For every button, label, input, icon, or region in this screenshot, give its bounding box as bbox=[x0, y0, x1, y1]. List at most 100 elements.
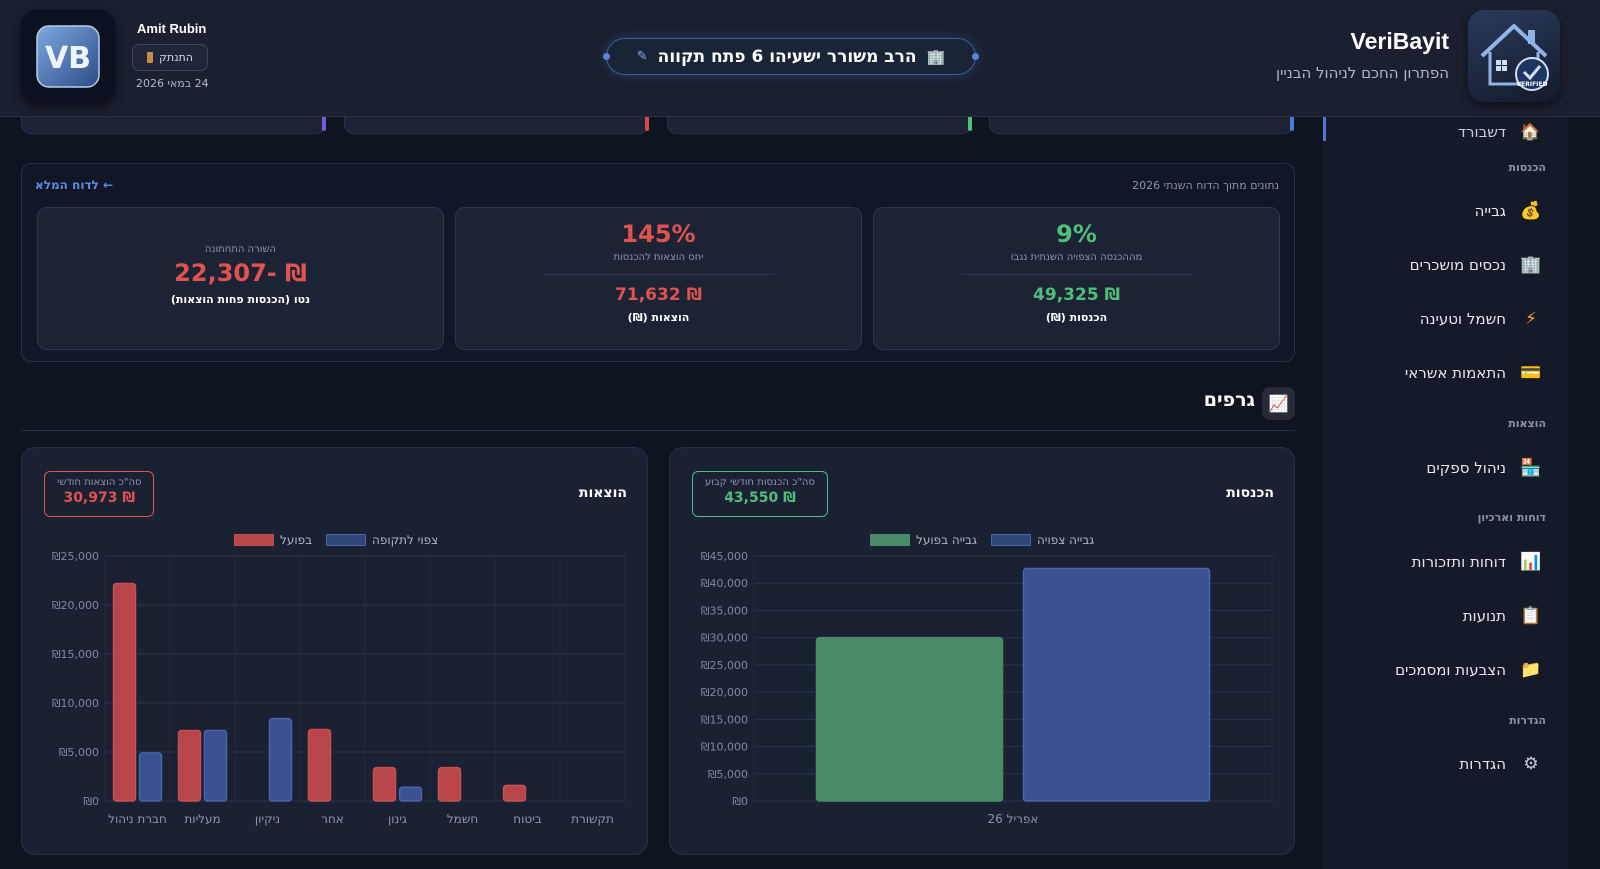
expense-ratio: 145% bbox=[621, 220, 696, 248]
bar-expected bbox=[203, 729, 228, 802]
expenses-legend: צפוי לתקופה בפועל bbox=[234, 533, 438, 547]
sidebar-item-label: ניהול ספקים bbox=[1426, 459, 1506, 477]
legend-swatch-red bbox=[234, 534, 274, 546]
legend-label: גבייה צפויה bbox=[1036, 533, 1095, 547]
sidebar-item-transactions[interactable]: 📋 תנועות bbox=[1463, 601, 1542, 631]
legend-label: גבייה בפועל bbox=[916, 533, 977, 547]
strip-accent-purple bbox=[322, 117, 326, 131]
expenses-label: הוצאות (₪) bbox=[627, 311, 690, 324]
y-tick-label: ₪25,000 bbox=[701, 659, 748, 672]
bar-actual bbox=[112, 582, 137, 802]
expense-ratio-label: יחס הוצאות להכנסות bbox=[613, 252, 704, 263]
y-tick-label: ₪25,000 bbox=[52, 550, 99, 563]
sidebar-item-electricity[interactable]: ⚡ חשמל וטעינה bbox=[1420, 304, 1542, 334]
expenses-total-label: סה"כ הוצאות חודשי bbox=[57, 477, 142, 488]
door-icon bbox=[147, 52, 154, 63]
y-tick-label: ₪10,000 bbox=[701, 741, 748, 754]
x-tick-label: חשמל bbox=[447, 812, 478, 826]
sidebar-item-dashboard[interactable]: 🏠 דשבורד bbox=[1458, 117, 1540, 141]
stat-strip-card-1 bbox=[21, 117, 326, 134]
annual-summary-panel: נתונים מתוך הדוח השנתי 2026 ← לדוח המלא … bbox=[21, 163, 1295, 362]
collection-percent: 9% bbox=[1056, 220, 1097, 248]
bar-actual bbox=[815, 636, 1004, 802]
legend-item-expected[interactable]: גבייה צפויה bbox=[990, 533, 1095, 547]
pill-dot-left bbox=[603, 53, 610, 60]
clipboard-icon: 📋 bbox=[1520, 606, 1542, 626]
expenses-stat-card: 145% יחס הוצאות להכנסות ₪ 71,632 הוצאות … bbox=[455, 207, 862, 350]
x-tick-label: מעליות bbox=[184, 812, 220, 826]
store-icon: 🏪 bbox=[1520, 458, 1542, 478]
sidebar-item-suppliers[interactable]: 🏪 ניהול ספקים bbox=[1426, 453, 1542, 483]
y-tick-label: ₪40,000 bbox=[701, 577, 748, 590]
y-tick-label: ₪20,000 bbox=[52, 599, 99, 612]
income-total-value: ₪ 43,550 bbox=[724, 490, 796, 506]
sidebar-item-label: נכסים מושכרים bbox=[1409, 256, 1506, 274]
x-tick-label: אפריל 26 bbox=[988, 812, 1039, 826]
vb-logo-text: VB bbox=[45, 41, 91, 76]
income-chart-title: הכנסות bbox=[1226, 485, 1274, 501]
stat-strip-card-2 bbox=[344, 117, 649, 134]
sidebar-item-label: דוחות ותזכורות bbox=[1411, 553, 1506, 571]
logout-label: התנתק bbox=[159, 51, 193, 64]
y-tick-label: ₪15,000 bbox=[52, 648, 99, 661]
charts-divider bbox=[21, 430, 1295, 431]
folder-icon: 📁 bbox=[1520, 660, 1542, 680]
y-tick-label: ₪30,000 bbox=[701, 632, 748, 645]
bar-actual bbox=[372, 766, 397, 802]
building-selector[interactable]: 🏢 הרב משורר ישעיהו 6 פתח תקווה ✎ bbox=[603, 38, 979, 75]
edit-pencil-icon[interactable]: ✎ bbox=[636, 49, 648, 64]
sidebar-item-collection[interactable]: 💰 גבייה bbox=[1475, 196, 1542, 226]
top-header: VB Amit Rubin התנתק 24 במאי 2026 🏢 הרב מ… bbox=[0, 0, 1600, 117]
sidebar-item-reports[interactable]: 📊 דוחות ותזכורות bbox=[1412, 547, 1542, 577]
user-logo[interactable]: VB bbox=[21, 10, 115, 103]
expenses-bar-chart: ₪0 ₪5,000 ₪10,000 ₪15,000 ₪20,000 ₪25,000 חברת… bbox=[52, 550, 626, 826]
bar-chart-icon: 📊 bbox=[1520, 552, 1542, 572]
charts-section-title: גרפים bbox=[1203, 389, 1255, 411]
sidebar-item-label: גבייה bbox=[1474, 202, 1506, 220]
legend-item-actual[interactable]: גבייה בפועל bbox=[870, 533, 977, 547]
strip-accent-blue bbox=[1290, 117, 1294, 131]
income-chart-panel: הכנסות סה"כ הכנסות חודשי קבוע ₪ 43,550 ג… bbox=[669, 447, 1295, 855]
expenses-total-box: סה"כ הוצאות חודשי ₪ 30,973 bbox=[44, 471, 155, 517]
chart-up-icon: 📈 bbox=[1262, 387, 1295, 420]
y-tick-label: ₪35,000 bbox=[701, 604, 748, 617]
income-legend: גבייה צפויה גבייה בפועל bbox=[870, 533, 1094, 547]
sidebar-item-label: חשמל וטעינה bbox=[1419, 310, 1506, 328]
income-stat-card: 9% מההכנסה הצפויה השנתית נגבו ₪ 49,325 ה… bbox=[873, 207, 1280, 350]
income-total-label: סה"כ הכנסות חודשי קבוע bbox=[705, 477, 815, 488]
x-tick-label: ביטוח bbox=[513, 812, 542, 826]
pill-dot-right bbox=[972, 53, 979, 60]
net-label: נטו (הכנסות פחות הוצאות) bbox=[170, 293, 311, 306]
sidebar-item-dashboard-label: דשבורד bbox=[1457, 123, 1507, 141]
sidebar-item-rented-assets[interactable]: 🏢 נכסים מושכרים bbox=[1410, 250, 1542, 280]
legend-swatch-blue bbox=[990, 534, 1031, 546]
divider bbox=[543, 274, 774, 275]
legend-swatch-blue bbox=[326, 534, 367, 546]
logout-button[interactable]: התנתק bbox=[132, 44, 208, 71]
bottom-line-label: השורה התחתונה bbox=[204, 244, 277, 255]
sidebar-section-settings: הגדרות bbox=[1509, 714, 1546, 727]
sidebar-item-credit-reconciliation[interactable]: 💳 התאמות אשראי bbox=[1405, 358, 1542, 388]
bar-expected bbox=[268, 717, 293, 802]
legend-label: צפוי לתקופה bbox=[372, 533, 439, 547]
bar-actual bbox=[307, 728, 332, 802]
sidebar-item-settings[interactable]: ⚙ הגדרות bbox=[1459, 749, 1542, 779]
income-bar-chart: ₪0 ₪5,000 ₪10,000 ₪15,000 ₪20,000 ₪25,000 ₪30,… bbox=[701, 550, 1273, 826]
brand-logo[interactable]: VERIFIED bbox=[1468, 10, 1560, 102]
legend-item-expected[interactable]: צפוי לתקופה bbox=[326, 533, 438, 547]
x-tick-label: תקשורת bbox=[571, 812, 614, 826]
net-stat-card: השורה התחתונה ₪ -22,307 נטו (הכנסות פחות… bbox=[37, 207, 444, 350]
x-tick-label: אחר bbox=[321, 812, 344, 826]
bar-actual bbox=[437, 766, 462, 802]
y-tick-label: ₪20,000 bbox=[701, 686, 748, 699]
brand-name: VeriBayit bbox=[1350, 28, 1449, 54]
divider bbox=[961, 274, 1192, 275]
sidebar-item-votes-documents[interactable]: 📁 הצבעות ומסמכים bbox=[1395, 655, 1542, 685]
bar-actual bbox=[177, 729, 202, 802]
gear-icon: ⚙ bbox=[1523, 754, 1539, 774]
strip-accent-green bbox=[968, 117, 972, 131]
full-report-link[interactable]: ← לדוח המלא bbox=[35, 178, 114, 192]
sidebar: 🏠 דשבורד הכנסות 💰 גבייה 🏢 נכסים מושכרים … bbox=[1323, 117, 1568, 869]
y-tick-label: ₪0 bbox=[732, 795, 748, 808]
legend-item-actual[interactable]: בפועל bbox=[234, 533, 312, 547]
